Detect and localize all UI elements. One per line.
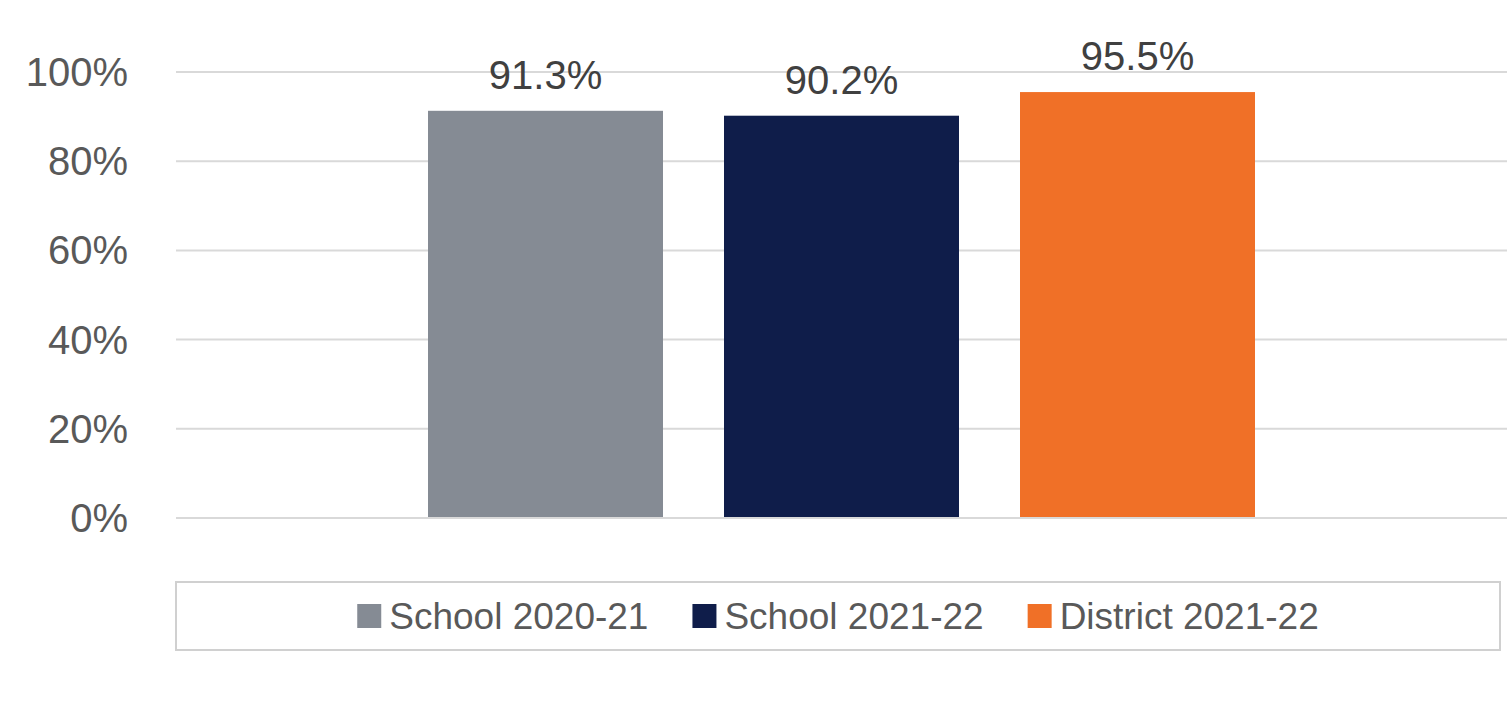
legend-swatch [357, 604, 381, 628]
data-label: 90.2% [785, 58, 898, 102]
bar [724, 116, 959, 518]
bars [428, 92, 1255, 518]
tick-label: 40% [48, 318, 128, 362]
bar [428, 111, 663, 518]
grid-line [176, 517, 1507, 519]
bar [1020, 92, 1255, 518]
data-label: 91.3% [489, 53, 602, 97]
legend-label: District 2021-22 [1060, 596, 1319, 637]
legend-label: School 2020-21 [389, 596, 648, 637]
tick-label: 0% [70, 496, 128, 540]
legend-box [176, 582, 1500, 650]
legend-swatch [1028, 604, 1052, 628]
tick-label: 100% [26, 50, 128, 94]
tick-label: 20% [48, 407, 128, 451]
tick-label: 80% [48, 139, 128, 183]
tick-label: 60% [48, 228, 128, 272]
data-label: 95.5% [1081, 34, 1194, 78]
legend: School 2020-21 School 2021-22 District 202… [176, 582, 1500, 650]
chart: 0% 20% 40% 60% 80% 100% 91.3% 90.2% 95.5% School … [0, 0, 1507, 724]
legend-label: School 2021-22 [724, 596, 983, 637]
axis-line [176, 517, 1507, 519]
legend-swatch [692, 604, 716, 628]
